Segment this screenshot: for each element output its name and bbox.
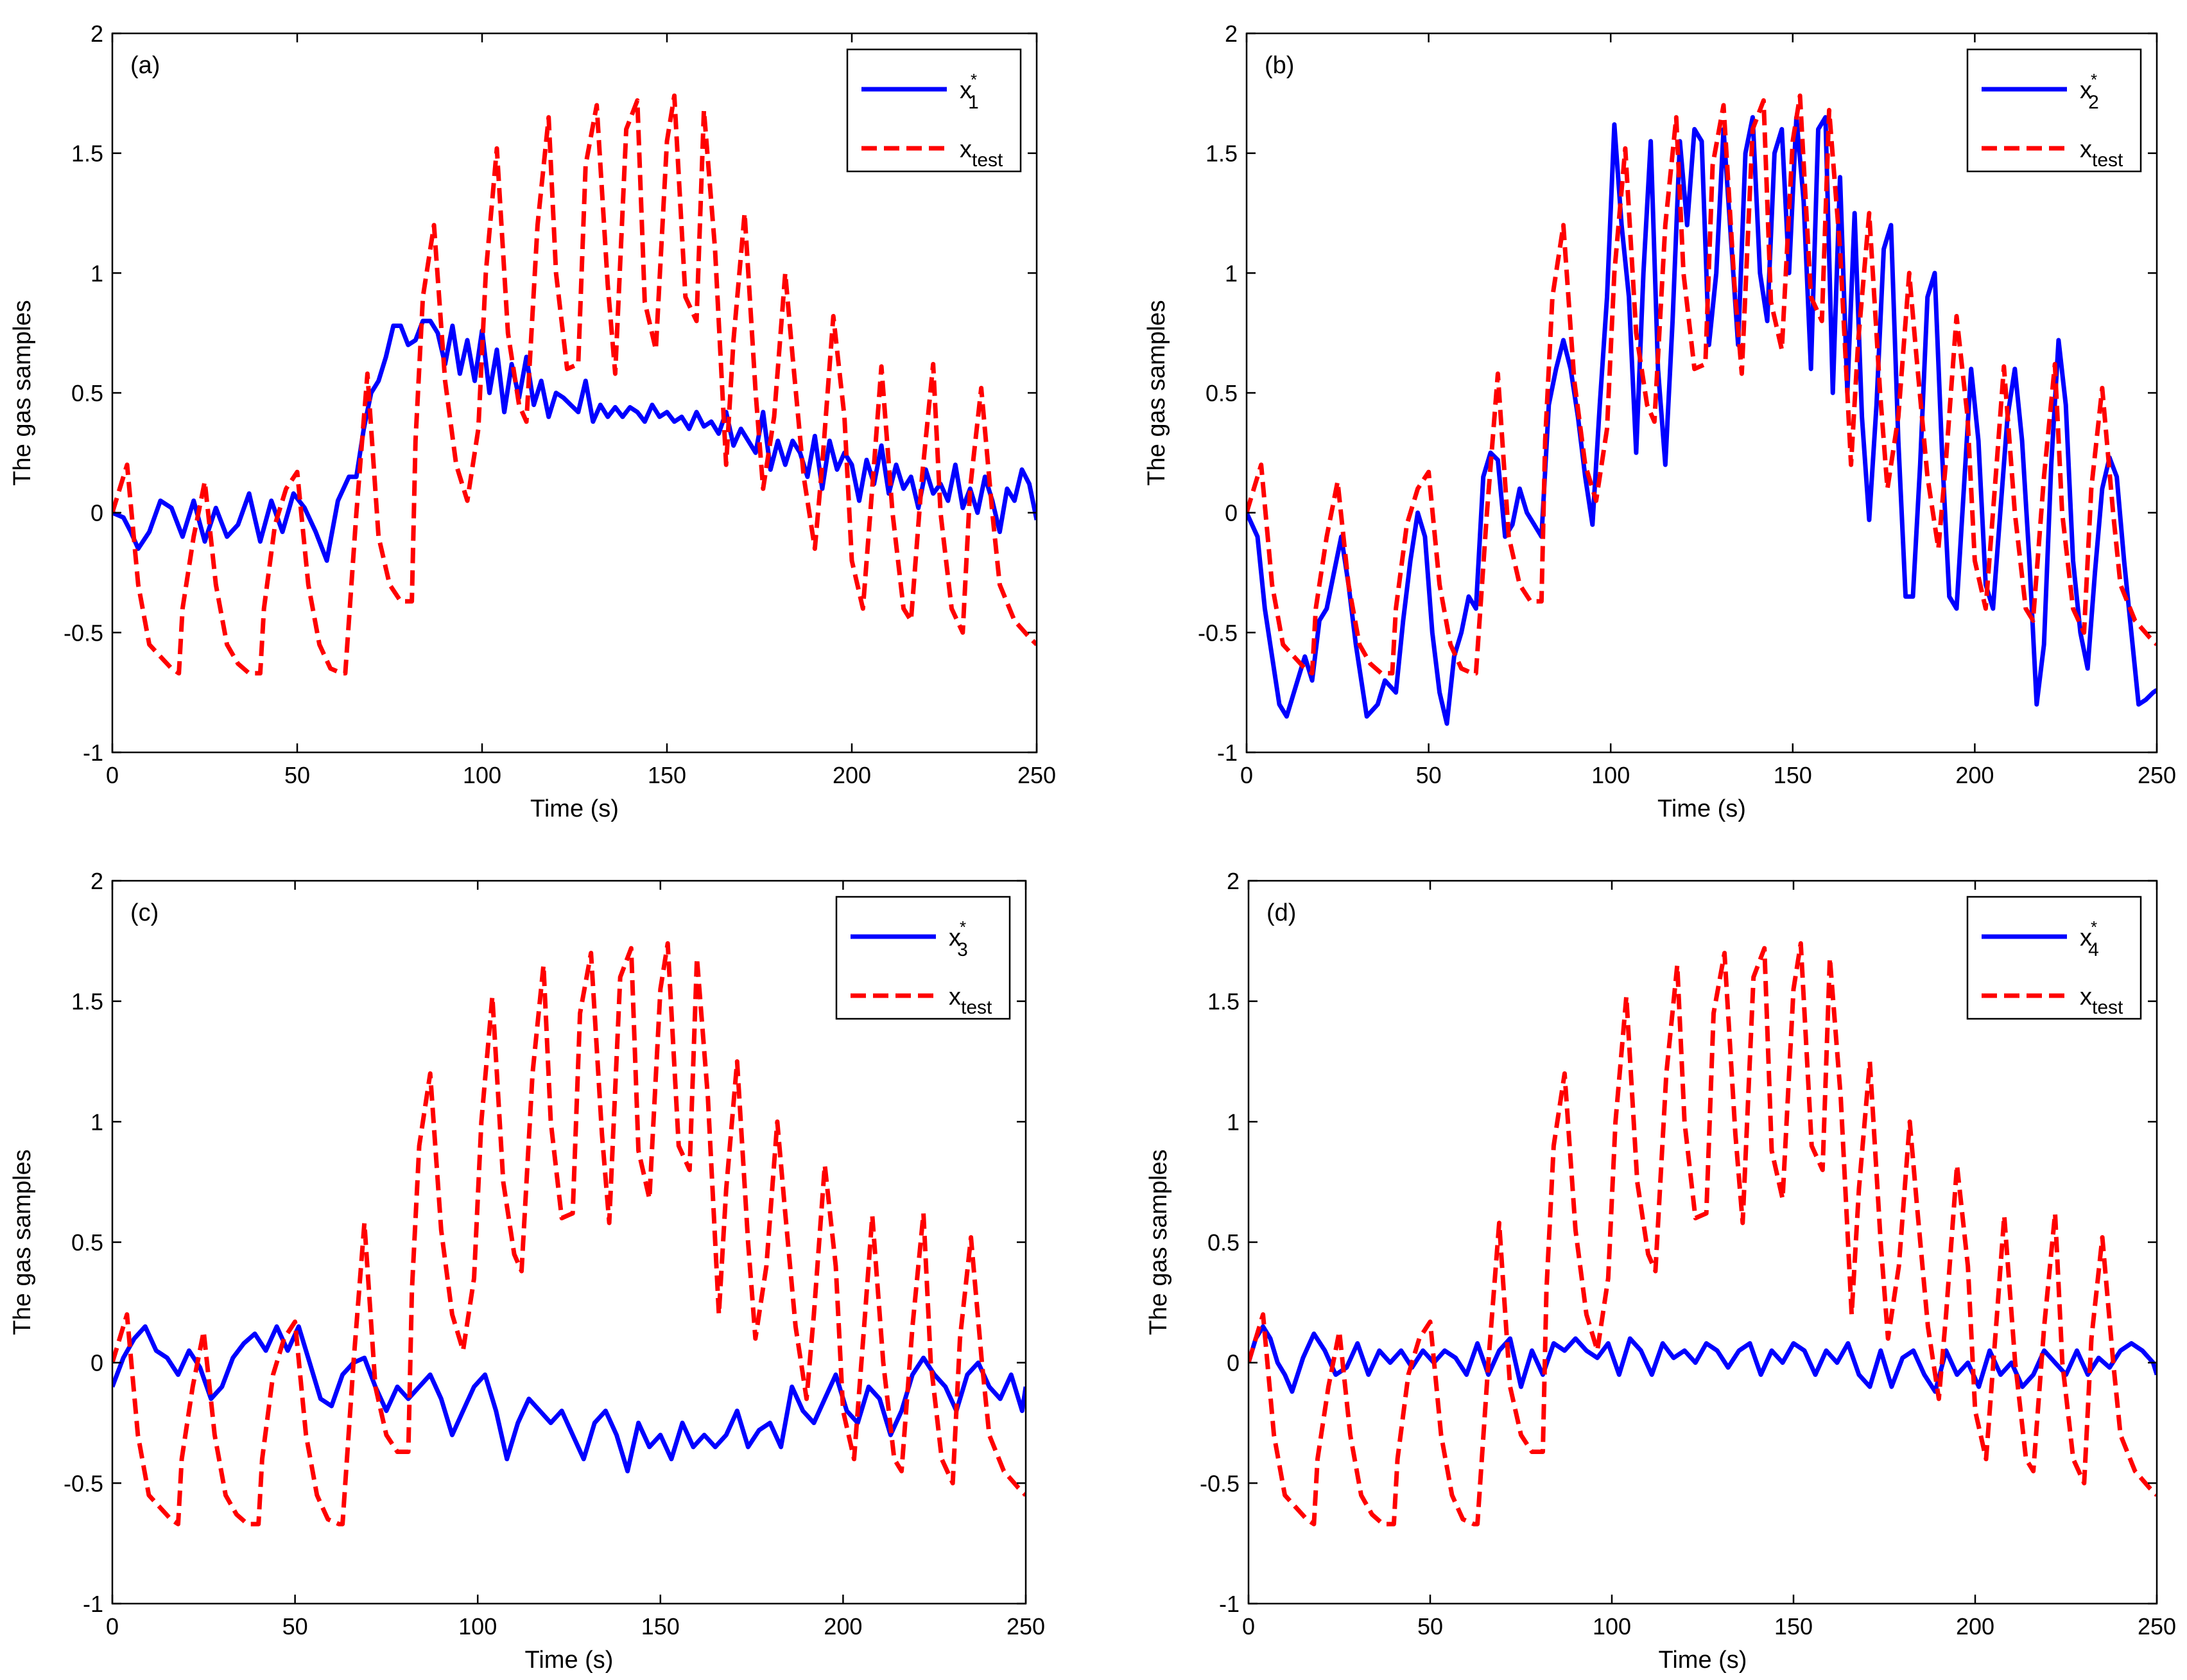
y-tick-label: 2	[91, 868, 103, 894]
legend: x* 3 xtest	[835, 896, 1011, 1020]
y-tick-label: -1	[1219, 1591, 1240, 1617]
y-axis-label: The gas samples	[9, 300, 36, 485]
y-tick-label: 0.5	[71, 380, 103, 406]
series-line-x-test	[112, 941, 1026, 1527]
legend: x* 1 xtest	[846, 48, 1022, 173]
legend-label: x* 4	[2080, 917, 2099, 960]
legend-box	[846, 48, 1022, 173]
x-tick-label: 150	[1774, 762, 1812, 788]
y-axis-label: The gas samples	[9, 1149, 36, 1335]
x-tick-label: 100	[1593, 1613, 1631, 1640]
x-tick-label: 100	[463, 762, 501, 788]
x-tick-label: 100	[458, 1613, 497, 1640]
panel-label: (d)	[1266, 899, 1296, 926]
panel-label: (a)	[130, 52, 160, 79]
legend-label: x* 2	[2080, 70, 2099, 113]
legend-label: xtest	[2080, 136, 2123, 171]
legend-box	[835, 896, 1011, 1020]
legend-label: xtest	[949, 983, 992, 1018]
x-tick-label: 150	[1774, 1613, 1813, 1640]
y-tick-label: 1	[1225, 260, 1238, 286]
x-tick-label: 0	[106, 1613, 119, 1640]
panel-2: 0 50 100 150 200 250 -1 -0.5 0 0.5 1 1.5 2 Time (s) Th…	[1143, 21, 2176, 822]
y-tick-label: 0	[91, 1350, 103, 1376]
legend-label: xtest	[2080, 983, 2123, 1018]
x-tick-label: 200	[833, 762, 871, 788]
y-tick-label: -0.5	[1200, 1470, 1240, 1496]
panel-3: 0 50 100 150 200 250 -1 -0.5 0 0.5 1 1.5 2 Time (s) Th…	[9, 868, 1045, 1674]
legend: x* 2 xtest	[1966, 48, 2142, 173]
x-tick-label: 200	[1956, 1613, 1994, 1640]
y-tick-label: 1	[1227, 1109, 1240, 1135]
x-tick-label: 250	[1017, 762, 1056, 788]
x-tick-label: 250	[2138, 1613, 2176, 1640]
y-tick-label: -1	[83, 1591, 103, 1617]
series-line-x-test	[1249, 941, 2157, 1527]
series-line-x-test	[112, 93, 1037, 676]
legend-label: xtest	[960, 136, 1003, 171]
x-tick-label: 0	[1240, 762, 1253, 788]
x-axis-label: Time (s)	[1659, 1647, 1747, 1674]
y-tick-label: 1	[91, 260, 103, 286]
y-axis-label: The gas samples	[1143, 300, 1170, 485]
y-tick-label: 1.5	[1206, 141, 1238, 167]
panel-1: 0 50 100 150 200 250 -1 -0.5 0 0.5 1 1.5 2 Time (s) Th…	[9, 21, 1056, 822]
panel-label: (c)	[130, 899, 159, 926]
series-line-x3-star	[112, 1324, 1026, 1474]
y-tick-label: 0.5	[71, 1229, 103, 1256]
x-axis-label: Time (s)	[1657, 795, 1746, 822]
y-tick-label: 0.5	[1206, 380, 1238, 406]
panel-4: 0 50 100 150 200 250 -1 -0.5 0 0.5 1 1.5 2 Time (s) Th…	[1145, 868, 2176, 1674]
series-line-x4-star	[1249, 1324, 2157, 1394]
x-tick-label: 150	[648, 762, 686, 788]
y-tick-label: -0.5	[64, 619, 103, 646]
x-axis-label: Time (s)	[525, 1647, 614, 1674]
x-tick-label: 50	[1417, 1613, 1443, 1640]
legend-label: x* 3	[949, 917, 968, 960]
y-axis-label: The gas samples	[1145, 1149, 1172, 1335]
x-tick-label: 0	[1242, 1613, 1255, 1640]
y-tick-label: 0.5	[1207, 1229, 1240, 1256]
x-tick-label: 250	[2138, 762, 2176, 788]
legend: x* 4 xtest	[1966, 896, 2142, 1020]
y-tick-label: 1	[91, 1109, 103, 1135]
y-tick-label: -0.5	[64, 1470, 103, 1496]
x-tick-label: 200	[824, 1613, 862, 1640]
legend-label: x* 1	[960, 70, 979, 113]
legend-box	[1966, 896, 2142, 1020]
panel-label: (b)	[1265, 52, 1294, 79]
x-tick-label: 50	[282, 1613, 308, 1640]
y-tick-label: -1	[1217, 740, 1238, 766]
x-axis-label: Time (s)	[530, 795, 619, 822]
y-tick-label: 1.5	[71, 141, 103, 167]
y-tick-label: 2	[1227, 868, 1240, 894]
y-tick-label: 1.5	[1207, 989, 1240, 1015]
x-tick-label: 100	[1591, 762, 1630, 788]
series-line-x1-star	[112, 318, 1037, 563]
x-tick-label: 250	[1007, 1613, 1045, 1640]
y-tick-label: 0	[1225, 500, 1238, 526]
x-tick-label: 50	[284, 762, 310, 788]
x-tick-label: 50	[1416, 762, 1442, 788]
y-tick-label: 0	[1227, 1350, 1240, 1376]
x-tick-label: 150	[641, 1613, 680, 1640]
series-line-x-test	[1247, 93, 2157, 676]
x-tick-label: 0	[106, 762, 119, 788]
series-line-x2-star	[1247, 115, 2157, 726]
y-tick-label: -1	[83, 740, 103, 766]
y-tick-label: 1.5	[71, 989, 103, 1015]
y-tick-label: 2	[1225, 21, 1238, 47]
legend-box	[1966, 48, 2142, 173]
x-tick-label: 200	[1955, 762, 1994, 788]
y-tick-label: -0.5	[1198, 619, 1238, 646]
y-tick-label: 0	[91, 500, 103, 526]
y-tick-label: 2	[91, 21, 103, 47]
